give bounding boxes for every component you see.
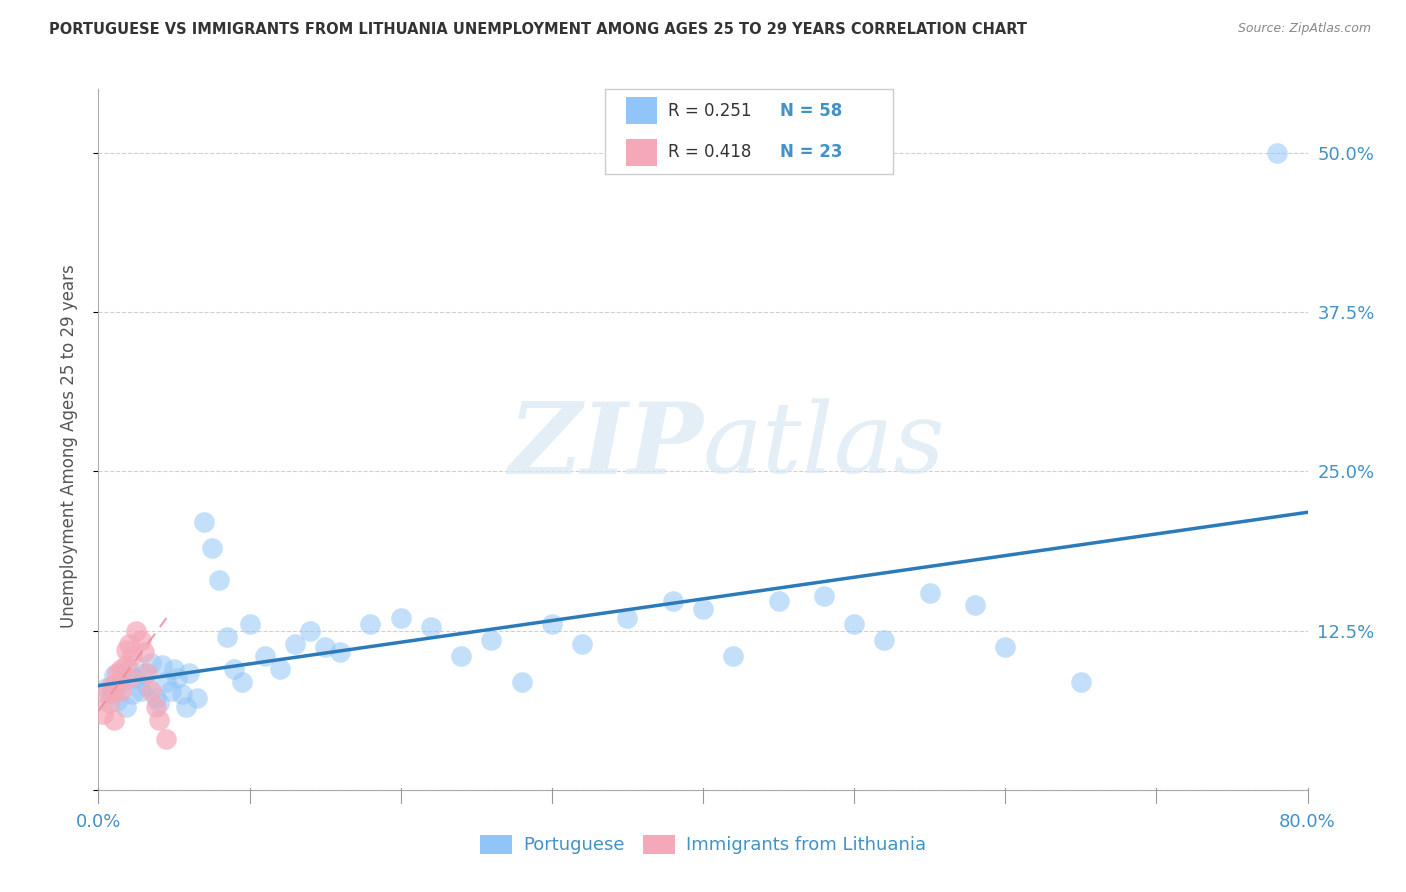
Point: [314, 640, 336, 655]
Point: [389, 611, 412, 625]
Point: [269, 662, 291, 676]
Point: [155, 674, 177, 689]
Text: N = 23: N = 23: [780, 144, 842, 161]
Point: [253, 649, 276, 664]
Point: [844, 617, 866, 632]
Point: [873, 632, 896, 647]
Point: [94, 681, 117, 695]
Point: [224, 662, 246, 676]
Point: [571, 636, 593, 650]
Point: [208, 573, 231, 587]
Point: [121, 688, 143, 702]
Point: [118, 662, 141, 676]
Point: [98, 697, 121, 711]
Point: [103, 683, 125, 698]
Point: [420, 620, 443, 634]
Point: [129, 632, 152, 647]
Point: [510, 674, 533, 689]
Point: [100, 679, 122, 693]
Point: [174, 700, 197, 714]
Point: [94, 688, 117, 702]
Point: [148, 713, 170, 727]
Point: [135, 665, 157, 680]
Text: R = 0.418: R = 0.418: [668, 144, 751, 161]
Point: [163, 662, 186, 676]
Point: [129, 683, 152, 698]
Point: [118, 671, 141, 685]
Text: N = 58: N = 58: [780, 102, 842, 120]
Point: [148, 697, 170, 711]
Point: [166, 671, 188, 685]
Point: [231, 674, 253, 689]
Point: [329, 645, 352, 659]
Point: [118, 636, 141, 650]
Point: [994, 640, 1017, 655]
Point: [965, 599, 987, 613]
Point: [114, 658, 136, 673]
Point: [616, 611, 638, 625]
Legend: Portuguese, Immigrants from Lithuania: Portuguese, Immigrants from Lithuania: [472, 828, 934, 862]
Point: [284, 636, 307, 650]
Point: [155, 732, 177, 747]
Point: [360, 617, 382, 632]
Point: [661, 594, 683, 608]
Text: PORTUGUESE VS IMMIGRANTS FROM LITHUANIA UNEMPLOYMENT AMONG AGES 25 TO 29 YEARS C: PORTUGUESE VS IMMIGRANTS FROM LITHUANIA …: [49, 22, 1028, 37]
Point: [145, 691, 167, 706]
Y-axis label: Unemployment Among Ages 25 to 29 years: Unemployment Among Ages 25 to 29 years: [59, 264, 77, 628]
Point: [201, 541, 224, 555]
Point: [114, 643, 136, 657]
Point: [132, 665, 155, 680]
Point: [103, 668, 125, 682]
Point: [179, 665, 201, 680]
Point: [450, 649, 472, 664]
Point: [105, 694, 128, 708]
Point: [105, 665, 128, 680]
Point: [193, 516, 215, 530]
Point: [145, 700, 167, 714]
Point: [141, 683, 163, 698]
Point: [100, 688, 122, 702]
Point: [107, 674, 129, 689]
Point: [215, 630, 238, 644]
Point: [160, 683, 183, 698]
Point: [239, 617, 262, 632]
Point: [135, 679, 157, 693]
Point: [125, 624, 148, 638]
Point: [110, 662, 132, 676]
Text: Source: ZipAtlas.com: Source: ZipAtlas.com: [1237, 22, 1371, 36]
Point: [110, 683, 132, 698]
Point: [692, 602, 714, 616]
Point: [110, 674, 132, 689]
Point: [1267, 145, 1289, 160]
Point: [170, 688, 193, 702]
Point: [186, 691, 208, 706]
Point: [540, 617, 562, 632]
Text: ZIP: ZIP: [508, 398, 703, 494]
Point: [103, 713, 125, 727]
Point: [1070, 674, 1092, 689]
Point: [481, 632, 503, 647]
Point: [918, 585, 941, 599]
Point: [141, 656, 163, 670]
Point: [813, 590, 835, 604]
Point: [150, 658, 173, 673]
Point: [91, 706, 114, 721]
Point: [114, 700, 136, 714]
Point: [132, 645, 155, 659]
Point: [121, 649, 143, 664]
Point: [125, 671, 148, 685]
Point: [768, 594, 790, 608]
Text: R = 0.251: R = 0.251: [668, 102, 751, 120]
Point: [723, 649, 745, 664]
Point: [299, 624, 322, 638]
Text: atlas: atlas: [703, 399, 946, 493]
